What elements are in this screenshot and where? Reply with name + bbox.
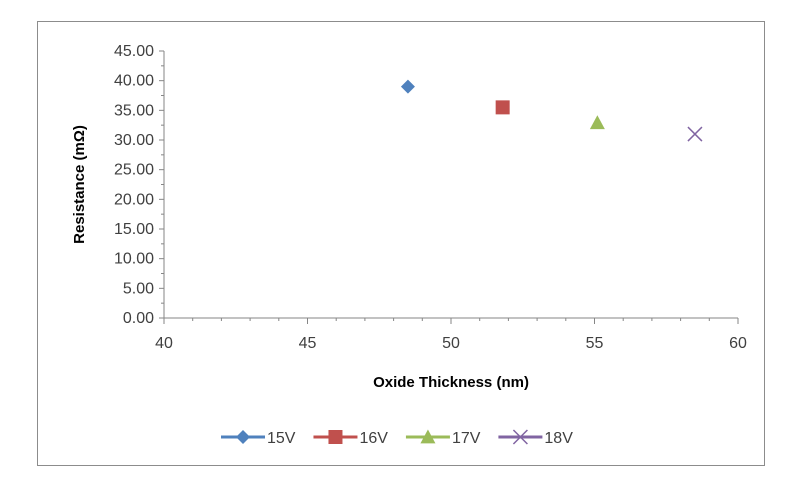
legend-item-15v: 15V: [221, 430, 296, 447]
x-tick-label: 55: [586, 335, 604, 352]
legend-label: 16V: [359, 430, 388, 447]
y-axis: 0.00 5.00 10.00 15.00 20.00 25.00 30.00 35.00 40…: [114, 43, 165, 327]
y-tick-label: 10.00: [114, 251, 154, 268]
data-point-18v: [687, 126, 703, 142]
legend-item-16v: 16V: [313, 430, 388, 447]
y-tick-label: 35.00: [114, 102, 154, 119]
y-tick-label: 0.00: [123, 310, 154, 327]
y-axis-title: Resistance (mΩ): [71, 125, 88, 244]
legend-label: 17V: [452, 430, 481, 447]
legend-marker-x: [512, 429, 528, 445]
y-tick-label: 45.00: [114, 43, 154, 60]
chart-area: 0.00 5.00 10.00 15.00 20.00 25.00 30.00 35.00 40…: [37, 21, 765, 466]
scatter-chart: 0.00 5.00 10.00 15.00 20.00 25.00 30.00 35.00 40…: [71, 43, 747, 447]
legend-marker-diamond: [236, 430, 250, 444]
data-point-15v: [400, 79, 415, 94]
legend-label: 18V: [544, 430, 573, 447]
x-axis-title: Oxide Thickness (nm): [373, 374, 529, 391]
y-tick-label: 25.00: [114, 162, 154, 179]
legend: 15V 16V 17V 18V: [221, 429, 573, 447]
y-tick-label: 5.00: [123, 280, 154, 297]
y-tick-label: 15.00: [114, 221, 154, 238]
legend-marker-square: [328, 430, 343, 444]
legend-marker-triangle: [420, 429, 436, 444]
y-tick-label: 40.00: [114, 73, 154, 90]
x-tick-label: 60: [729, 335, 747, 352]
data-points: [400, 79, 703, 142]
y-tick-label: 20.00: [114, 191, 154, 208]
x-tick-label: 45: [299, 335, 317, 352]
data-point-16v: [495, 100, 510, 115]
x-tick-label: 40: [155, 335, 173, 352]
x-tick-label: 50: [442, 335, 460, 352]
y-tick-label: 30.00: [114, 132, 154, 149]
legend-item-18v: 18V: [498, 429, 573, 447]
legend-label: 15V: [267, 430, 296, 447]
legend-item-17v: 17V: [405, 429, 481, 447]
data-point-17v: [589, 115, 605, 130]
x-axis: 40 45 50 55 60: [155, 317, 747, 352]
